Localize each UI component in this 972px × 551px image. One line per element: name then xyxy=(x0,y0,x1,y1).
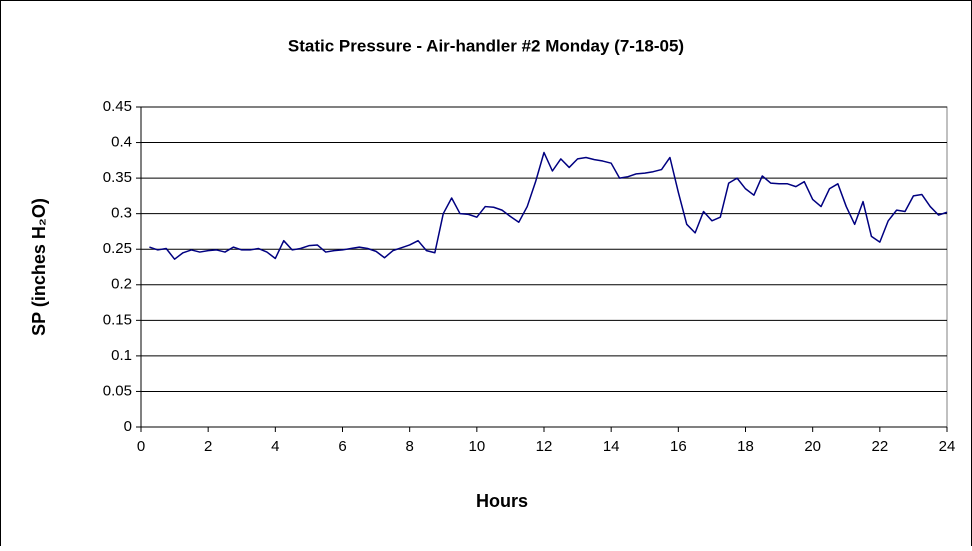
y-tick-label: 0.15 xyxy=(103,311,132,328)
chart-title: Static Pressure - Air-handler #2 Monday … xyxy=(288,36,684,55)
y-tick-label: 0.05 xyxy=(103,382,132,399)
data-line xyxy=(149,151,948,260)
y-tick-label: 0.3 xyxy=(111,205,132,222)
y-tick-label: 0.45 xyxy=(103,98,132,115)
x-tick-label: 6 xyxy=(338,438,346,455)
x-tick-label: 24 xyxy=(939,438,956,455)
x-tick-label: 8 xyxy=(405,438,413,455)
x-tick-label: 10 xyxy=(468,438,485,455)
x-tick-label: 18 xyxy=(737,438,754,455)
y-tick-label: 0 xyxy=(124,418,132,435)
x-tick-label: 12 xyxy=(536,438,553,455)
x-tick-label: 2 xyxy=(204,438,212,455)
x-tick-label: 4 xyxy=(271,438,279,455)
y-tick-label: 0.2 xyxy=(111,276,132,293)
x-axis-label: Hours xyxy=(476,491,528,511)
y-tick-label: 0.4 xyxy=(111,134,132,151)
y-tick-label: 0.35 xyxy=(103,169,132,186)
x-tick-label: 16 xyxy=(670,438,687,455)
y-tick-label: 0.1 xyxy=(111,347,132,364)
x-tick-label: 14 xyxy=(603,438,620,455)
x-tick-label: 22 xyxy=(871,438,888,455)
x-tick-label: 0 xyxy=(137,438,145,455)
y-tick-label: 0.25 xyxy=(103,240,132,257)
x-tick-label: 20 xyxy=(804,438,821,455)
y-axis-label: SP (inches H₂O) xyxy=(29,198,49,336)
